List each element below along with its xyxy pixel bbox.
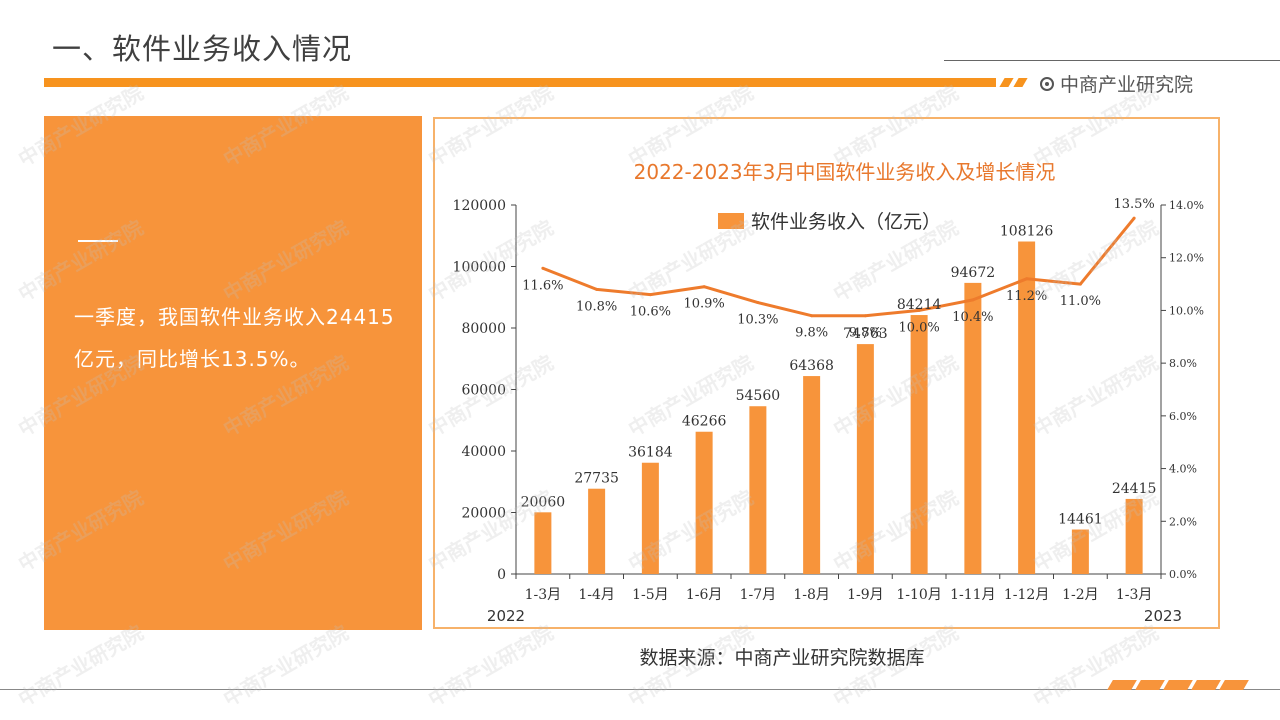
bar-value-label: 20060 [521,494,566,510]
header-rule [944,60,1280,61]
legend-label: 软件业务收入（亿元） [751,211,941,233]
growth-value-label: 11.6% [522,278,563,293]
summary-panel: 一季度，我国软件业务收入24415亿元，同比增长13.5%。 [44,116,422,630]
bar-value-label: 46266 [682,414,727,430]
growth-point [756,301,760,305]
y-tick-label: 100000 [453,260,506,276]
bar-value-label: 84214 [897,297,942,313]
bar [910,315,928,574]
title-underline [44,78,996,87]
bar [588,488,606,574]
y-tick-label: 60000 [461,383,506,399]
y-tick-label: 120000 [453,198,506,214]
growth-value-label: 10.4% [952,310,993,325]
y-tick-label: 80000 [461,321,506,337]
bar [641,462,659,574]
growth-point [595,287,599,291]
title-slash-decor [1013,78,1028,87]
x-tick-label: 1-3月 [1116,587,1153,603]
x-tick-label: 1-6月 [686,587,723,603]
year-label-start: 2022 [487,607,525,625]
bar-value-label: 64368 [789,358,834,374]
data-source: 数据来源：中商产业研究院数据库 [639,647,925,669]
x-tick-label: 1-12月 [1004,587,1049,603]
bar-value-label: 36184 [628,445,673,461]
growth-point [863,314,867,318]
growth-value-label: 10.9% [683,297,724,312]
growth-value-label: 9.8% [849,326,882,341]
bar-value-label: 24415 [1112,481,1157,497]
chart-title: 2022-2023年3月中国软件业务收入及增长情况 [634,160,1056,184]
y2-tick-label: 10.0% [1169,304,1204,317]
summary-text: 一季度，我国软件业务收入24415亿元，同比增长13.5%。 [74,305,395,371]
y2-tick-label: 2.0% [1169,515,1197,528]
x-tick-label: 1-7月 [740,587,777,603]
y-tick-label: 20000 [461,506,506,522]
growth-value-label: 10.8% [576,299,617,314]
growth-value-label: 10.0% [898,320,939,335]
bar-value-label: 27735 [574,471,619,487]
x-tick-label: 1-9月 [847,587,884,603]
bar-value-label: 74763 [843,326,888,342]
year-label-end: 2023 [1144,607,1182,625]
bar [749,406,767,574]
bar [695,431,713,574]
brand-logo-icon [1040,76,1054,91]
growth-value-label: 9.8% [795,326,828,341]
growth-point [1025,277,1029,281]
bar [964,282,982,574]
y2-tick-label: 4.0% [1169,463,1197,476]
x-tick-label: 1-4月 [578,587,615,603]
bar-value-label: 108126 [1000,224,1054,240]
y2-tick-label: 14.0% [1169,199,1204,212]
y2-tick-label: 12.0% [1169,252,1204,265]
bar [534,512,552,574]
growth-point [1132,216,1136,220]
growth-line [542,217,1136,318]
y2-tick-label: 0.0% [1169,568,1197,581]
page-title: 一、软件业务收入情况 [52,32,353,66]
growth-value-label: 10.3% [737,313,778,328]
bar [803,376,821,574]
growth-point [917,308,921,312]
bar-value-label: 54560 [736,388,781,404]
y-tick-label: 0 [497,567,506,583]
title-slash-decor [999,78,1014,87]
bar [1018,241,1036,574]
footer-rule [0,689,1280,690]
x-tick-label: 1-3月 [525,587,562,603]
x-tick-label: 1-10月 [896,587,941,603]
growth-point [971,298,975,302]
x-tick-label: 1-5月 [632,587,669,603]
growth-value-label: 11.0% [1060,294,1101,309]
chart: 0 20000 40000 60000 80000 100000 120000 0.0% 2.0… [453,160,1204,625]
panel-dash [78,240,118,242]
y2-tick-label: 8.0% [1169,357,1197,370]
growth-value-label: 11.2% [1006,289,1047,304]
x-tick-label: 1-2月 [1062,587,1099,603]
bar-value-label: 94672 [951,265,996,281]
y2-tick-label: 6.0% [1169,410,1197,423]
growth-value-label: 13.5% [1113,197,1154,212]
x-tick-label: 1-8月 [793,587,830,603]
y-tick-label: 40000 [461,444,506,460]
bar [856,344,874,574]
brand-name: 中商产业研究院 [1060,74,1194,96]
legend-swatch [718,213,744,229]
growth-point [648,293,652,297]
growth-point [1078,282,1082,286]
growth-point [541,266,545,270]
bar [1071,529,1089,574]
chart-frame: 0 20000 40000 60000 80000 100000 120000 0.0% 2.0… [433,117,1220,629]
bar-value-label: 14461 [1058,512,1103,528]
footer-stripes [1107,680,1249,690]
growth-point [702,285,706,289]
growth-value-label: 10.6% [630,305,671,320]
brand: 中商产业研究院 [1040,70,1193,97]
growth-point [810,314,814,318]
x-tick-label: 1-11月 [950,587,995,603]
bar [1125,498,1143,574]
